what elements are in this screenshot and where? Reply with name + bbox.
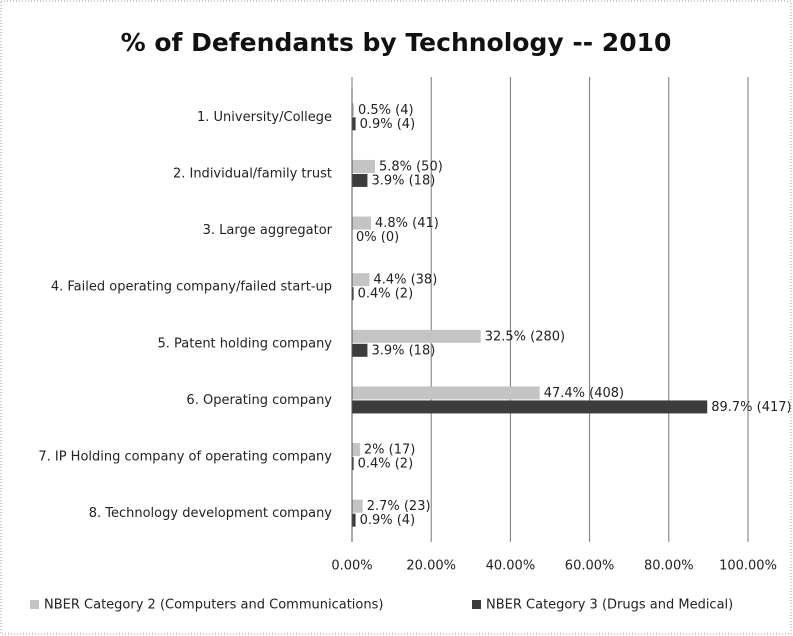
y-tick-label: 1. University/College: [197, 110, 332, 125]
y-tick-label: 8. Technology development company: [89, 506, 333, 521]
bar: [352, 343, 368, 357]
legend-label: NBER Category 2 (Computers and Communica…: [44, 598, 383, 613]
bar: [352, 457, 354, 471]
x-tick-label: 60.00%: [565, 559, 615, 574]
data-label: 2.7% (23): [367, 499, 431, 514]
data-label: 0% (0): [356, 230, 399, 245]
y-tick-label: 2. Individual/family trust: [173, 166, 332, 181]
bar: [352, 273, 370, 287]
data-label: 89.7% (417): [711, 400, 791, 415]
legend-label: NBER Category 3 (Drugs and Medical): [486, 598, 733, 613]
bar: [352, 386, 540, 400]
legend-swatch: [30, 600, 39, 609]
y-tick-label: 3. Large aggregator: [203, 223, 333, 238]
y-tick-label: 4. Failed operating company/failed start…: [51, 280, 332, 295]
bar: [352, 173, 368, 187]
bar: [352, 159, 375, 173]
bar: [352, 103, 354, 117]
bar: [352, 513, 356, 527]
x-tick-label: 40.00%: [486, 559, 536, 574]
data-label: 4.4% (38): [373, 273, 437, 288]
data-label: 0.4% (2): [358, 457, 414, 472]
bar: [352, 329, 481, 343]
data-label: 3.9% (18): [371, 173, 435, 188]
data-label: 3.9% (18): [371, 343, 435, 358]
x-tick-label: 80.00%: [644, 559, 694, 574]
chart-title: % of Defendants by Technology -- 2010: [121, 28, 672, 57]
x-tick-label: 100.00%: [719, 559, 777, 574]
y-tick-label: 7. IP Holding company of operating compa…: [38, 450, 332, 465]
data-label: 32.5% (280): [485, 329, 565, 344]
x-tick-label: 20.00%: [406, 559, 456, 574]
bar: [352, 400, 708, 414]
bar: [352, 117, 356, 131]
x-tick-label: 0.00%: [331, 559, 372, 574]
data-label: 0.5% (4): [358, 103, 414, 118]
data-label: 0.4% (2): [358, 287, 414, 302]
data-label: 47.4% (408): [544, 386, 624, 401]
bar: [352, 216, 372, 230]
bar: [352, 499, 363, 513]
data-label: 2% (17): [364, 443, 415, 458]
legend-swatch: [472, 600, 481, 609]
y-tick-label: 5. Patent holding company: [157, 336, 332, 351]
y-tick-label: 6. Operating company: [186, 393, 332, 408]
data-label: 4.8% (41): [375, 216, 439, 231]
data-label: 0.9% (4): [360, 117, 416, 132]
data-label: 0.9% (4): [360, 513, 416, 528]
data-label: 5.8% (50): [379, 159, 443, 174]
bar: [352, 287, 354, 301]
bar: [352, 443, 360, 457]
